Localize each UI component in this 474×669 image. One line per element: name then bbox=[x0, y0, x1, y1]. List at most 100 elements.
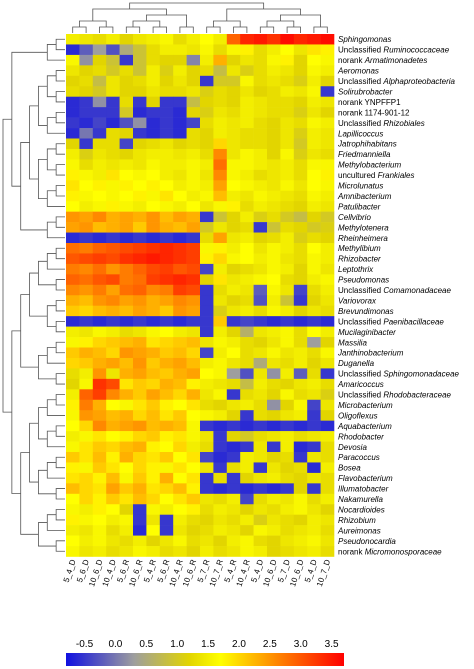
heatmap-cell bbox=[226, 546, 241, 557]
heatmap-cell bbox=[226, 211, 241, 223]
heatmap-cell bbox=[119, 34, 134, 45]
heatmap-cell bbox=[226, 378, 241, 390]
heatmap-cell bbox=[320, 222, 335, 233]
heatmap-cell bbox=[280, 54, 295, 66]
heatmap-cell bbox=[240, 65, 254, 77]
heatmap-cell bbox=[133, 253, 147, 265]
heatmap-cell bbox=[66, 274, 80, 286]
heatmap-cell bbox=[200, 525, 214, 536]
heatmap-cell bbox=[92, 295, 107, 306]
heatmap-cell bbox=[280, 399, 295, 411]
colorbar-tick-label: -0.5 bbox=[76, 639, 94, 650]
heatmap-cell bbox=[133, 431, 147, 442]
heatmap-cell bbox=[293, 399, 308, 411]
heatmap-cell bbox=[320, 211, 335, 223]
heatmap-cell bbox=[280, 222, 295, 233]
heatmap-cell bbox=[119, 44, 134, 56]
heatmap-cell bbox=[106, 253, 120, 265]
heatmap-cell bbox=[240, 211, 254, 223]
heatmap-cell bbox=[159, 452, 174, 463]
heatmap-cell bbox=[119, 138, 134, 150]
heatmap-cell bbox=[133, 86, 147, 97]
heatmap-cell bbox=[79, 399, 94, 411]
heatmap-cell bbox=[240, 514, 254, 526]
heatmap-cell bbox=[307, 357, 321, 369]
heatmap-cell bbox=[173, 138, 187, 150]
heatmap-cell bbox=[307, 222, 321, 233]
heatmap-cell bbox=[92, 44, 107, 56]
heatmap-cell bbox=[320, 128, 335, 139]
heatmap-cell bbox=[92, 514, 107, 526]
heatmap-cell bbox=[173, 201, 187, 212]
row-label: Leptothrix bbox=[338, 265, 374, 274]
heatmap-cell bbox=[307, 316, 321, 327]
heatmap-cell bbox=[253, 253, 268, 265]
heatmap-cell bbox=[159, 169, 174, 181]
heatmap-cell bbox=[200, 75, 214, 87]
heatmap-cell bbox=[293, 86, 308, 97]
heatmap-cell bbox=[267, 117, 281, 129]
heatmap-cell bbox=[106, 546, 120, 557]
dendrogram-branch bbox=[152, 26, 167, 33]
heatmap-cell bbox=[159, 295, 174, 306]
heatmap-cell bbox=[293, 420, 308, 432]
heatmap-cell bbox=[146, 452, 161, 463]
heatmap-cell bbox=[226, 232, 241, 244]
heatmap-cell bbox=[293, 148, 308, 160]
heatmap-cell bbox=[186, 159, 201, 171]
heatmap-cell bbox=[307, 493, 321, 505]
heatmap-cell bbox=[320, 514, 335, 526]
heatmap-cell bbox=[186, 493, 201, 505]
heatmap-cell bbox=[267, 180, 281, 192]
heatmap-cell bbox=[146, 410, 161, 421]
heatmap-cell bbox=[146, 368, 161, 380]
heatmap-cell bbox=[133, 148, 147, 160]
heatmap-cell bbox=[92, 483, 107, 495]
heatmap-cell bbox=[92, 180, 107, 192]
heatmap-cell bbox=[293, 326, 308, 338]
heatmap-cell bbox=[253, 462, 268, 474]
heatmap-cell bbox=[92, 54, 107, 66]
heatmap-cell bbox=[66, 190, 80, 202]
heatmap-cell bbox=[133, 441, 147, 453]
heatmap-cell bbox=[213, 316, 228, 327]
heatmap-cell bbox=[226, 54, 241, 66]
heatmap-cell bbox=[159, 389, 174, 401]
heatmap-cell bbox=[186, 452, 201, 463]
heatmap-cell bbox=[200, 410, 214, 421]
heatmap-cell bbox=[267, 243, 281, 254]
heatmap-cell bbox=[146, 253, 161, 265]
heatmap-cell bbox=[253, 44, 268, 56]
dendrogram-branch bbox=[2, 118, 12, 413]
heatmap-cell bbox=[173, 441, 187, 453]
heatmap-cell bbox=[320, 274, 335, 286]
heatmap-cell bbox=[79, 514, 94, 526]
heatmap-cell bbox=[280, 117, 295, 129]
heatmap-cell bbox=[106, 107, 120, 118]
heatmap-cell bbox=[106, 399, 120, 411]
heatmap-cell bbox=[159, 243, 174, 254]
heatmap-cell bbox=[213, 211, 228, 223]
heatmap-cell bbox=[226, 243, 241, 254]
row-label: Rheinheimera bbox=[338, 234, 388, 243]
dendrogram-branch bbox=[11, 330, 21, 494]
heatmap-cell bbox=[66, 546, 80, 557]
heatmap-cell bbox=[200, 222, 214, 233]
heatmap-cell bbox=[186, 431, 201, 442]
heatmap-cell bbox=[307, 514, 321, 526]
row-label: Janthinobacterium bbox=[337, 349, 404, 358]
heatmap-cell bbox=[133, 75, 147, 87]
dendrogram-branch bbox=[55, 373, 65, 385]
heatmap-cell bbox=[66, 431, 80, 442]
heatmap-cell bbox=[240, 243, 254, 254]
heatmap-cell bbox=[119, 222, 134, 233]
heatmap-cell bbox=[293, 169, 308, 181]
heatmap-cell bbox=[200, 211, 214, 223]
heatmap-cell bbox=[226, 65, 241, 77]
heatmap-cell bbox=[293, 96, 308, 108]
heatmap-cell bbox=[92, 472, 107, 484]
heatmap-cell bbox=[213, 148, 228, 160]
heatmap-cell bbox=[79, 128, 94, 139]
heatmap-cell bbox=[186, 410, 201, 421]
heatmap-cell bbox=[79, 243, 94, 254]
